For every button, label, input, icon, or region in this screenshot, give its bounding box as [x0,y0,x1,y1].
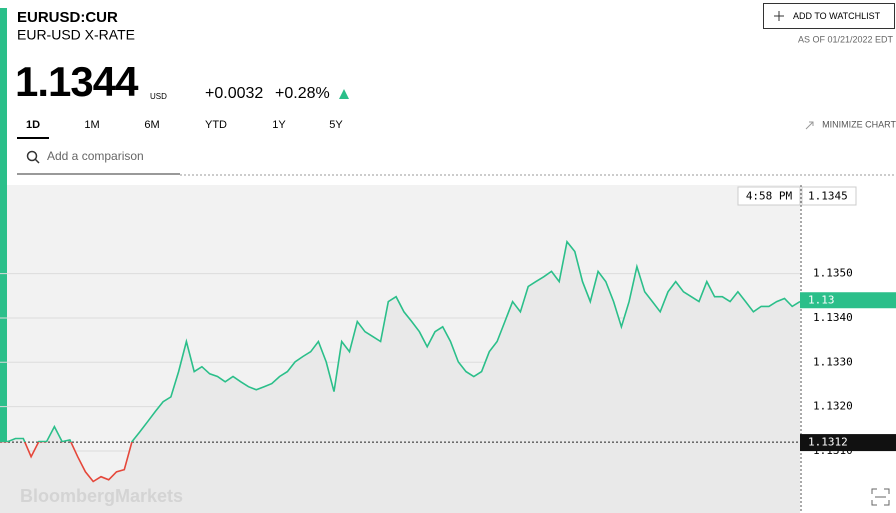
brand: BloombergMarkets [20,486,183,506]
change-pct: +0.28% [275,85,330,102]
ticker: EURUSD:CUR [17,9,118,26]
y-tick-label: 1.1340 [813,311,853,324]
search-placeholder: Add a comparison [47,149,144,163]
search-icon [26,150,38,162]
up-arrow [339,89,349,99]
search-icon-handle [34,158,40,164]
as-of: AS OF 01/21/2022 EDT [798,34,894,44]
last-label: 1.13 [808,294,835,307]
area [0,241,800,513]
accent-bar [0,8,7,442]
watchlist-button[interactable]: ADD TO WATCHLIST [763,3,895,29]
button-frame [763,3,895,29]
button-label: ADD TO WATCHLIST [793,11,881,21]
last-box [800,292,896,309]
cursor-time-box [737,186,801,206]
y-tick-label: 1.1330 [813,355,853,368]
plus-icon [774,11,784,21]
cursor-value: 1.1345 [808,190,848,203]
minimize-label: MINIMIZE CHART [822,119,896,129]
tab[interactable]: 6M [144,119,159,131]
y-tick-label: 1.1320 [813,400,853,413]
change: +0.0032 [205,85,263,102]
tab[interactable]: 1Y [272,119,286,131]
y-tick-label: 1.1350 [813,267,853,280]
baseline-box [800,434,896,452]
instrument-name: EUR-USD X-RATE [17,27,135,43]
currency: USD [150,92,167,101]
tabs: 1D 1M 6M YTD 1Y 5Y [26,119,343,131]
cursor-value-box [801,186,857,206]
tab[interactable]: 1D [26,119,40,131]
fullscreen-button[interactable] [871,488,890,506]
minimize-icon [805,121,814,130]
line-up [0,239,801,443]
price: 1.1344 [15,58,139,105]
comparison-search[interactable]: Add a comparison [17,149,180,175]
minimize-button[interactable]: MINIMIZE CHART [805,119,896,130]
tab[interactable]: 5Y [329,119,343,131]
tab[interactable]: 1M [84,119,99,131]
baseline-label: 1.1312 [808,436,848,449]
cursor-time: 4:58 PM [746,190,793,203]
tab[interactable]: YTD [205,119,227,131]
fullscreen-icon [871,488,890,506]
